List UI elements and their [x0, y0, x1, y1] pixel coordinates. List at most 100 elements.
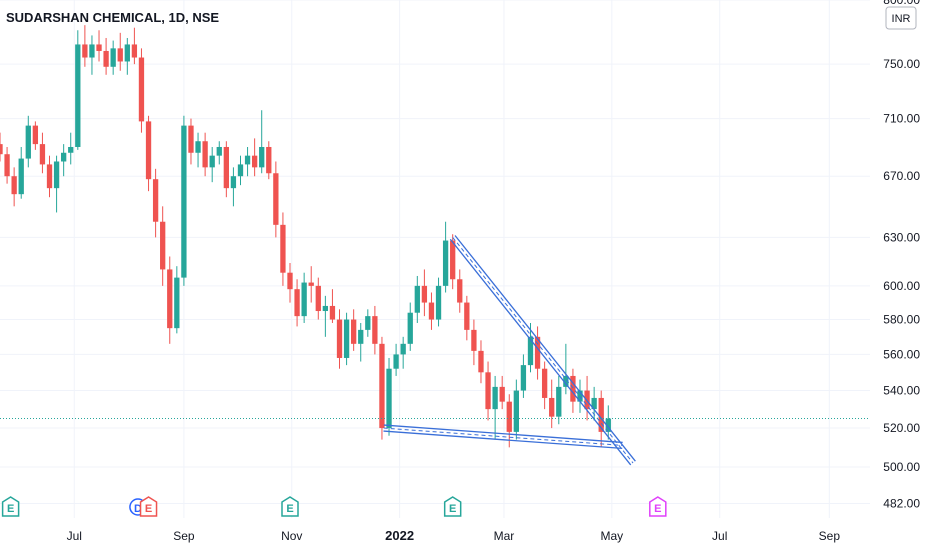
- candle-body: [400, 343, 406, 355]
- candle-body: [131, 44, 138, 58]
- candle-body: [195, 141, 201, 153]
- triangle-lower-line-midline: [383, 427, 623, 446]
- y-tick-label: 482.00: [883, 496, 920, 510]
- candle: [110, 40, 116, 75]
- candle-body: [407, 312, 413, 344]
- candle-body: [188, 125, 194, 153]
- candle: [379, 336, 385, 440]
- candle: [145, 115, 152, 192]
- candle: [591, 386, 597, 421]
- candle-body: [393, 354, 399, 369]
- candle: [556, 375, 562, 425]
- price-axis-bg: [870, 0, 932, 550]
- candle-body: [18, 158, 24, 195]
- candle: [138, 48, 145, 133]
- y-tick-label: 560.00: [883, 347, 920, 361]
- candle-body: [138, 57, 145, 122]
- event-marker-label: E: [286, 503, 293, 515]
- candle-body: [259, 146, 265, 168]
- y-tick-label: 710.00: [883, 112, 920, 126]
- candle: [11, 167, 17, 207]
- price-axis[interactable]: 482.00 500.00 520.00 540.00 560.00 580.00 600.…: [870, 0, 932, 550]
- candle-body: [421, 285, 428, 303]
- event-marker[interactable]: E: [139, 496, 158, 517]
- candle: [181, 115, 187, 286]
- candle: [407, 302, 413, 351]
- candle: [202, 132, 208, 177]
- event-marker[interactable]: E: [443, 496, 462, 517]
- candle: [450, 234, 456, 290]
- candle-body: [103, 50, 109, 67]
- candle: [25, 115, 31, 168]
- candle-body: [506, 401, 512, 432]
- candle-body: [471, 329, 477, 351]
- candle-body: [53, 161, 60, 189]
- event-marker[interactable]: E: [649, 496, 667, 517]
- candle-body: [145, 121, 152, 180]
- candle: [414, 275, 420, 323]
- candle-body: [75, 44, 81, 147]
- candle: [230, 167, 237, 207]
- candle: [96, 30, 102, 62]
- candle-body: [428, 302, 435, 320]
- candle-body: [266, 146, 272, 174]
- candle: [4, 146, 10, 184]
- y-tick-label: 670.00: [883, 169, 920, 183]
- candle: [287, 262, 293, 303]
- candle-body: [181, 125, 187, 278]
- y-tick-label: 520.00: [883, 421, 920, 435]
- candle: [541, 361, 548, 410]
- candle-body: [237, 164, 244, 177]
- candle-body: [570, 375, 576, 402]
- candle: [492, 375, 498, 440]
- candle: [308, 266, 314, 303]
- event-marker[interactable]: E: [281, 496, 299, 517]
- y-tick-label: 800.00: [883, 0, 920, 7]
- candle-body: [25, 125, 31, 159]
- candle-body: [223, 146, 229, 189]
- candle-body: [230, 176, 237, 189]
- candle: [457, 269, 463, 313]
- candle-body: [244, 155, 251, 165]
- candle-body: [96, 44, 102, 51]
- time-axis[interactable]: Jul Sep Nov 2022 Mar May Jul Sep: [0, 518, 870, 550]
- x-tick-label: Jul: [67, 529, 82, 543]
- triangle-pattern[interactable]: [383, 235, 636, 466]
- triangle-lower-line[interactable]: [383, 424, 623, 450]
- currency-badge[interactable]: INR: [885, 6, 917, 30]
- candle: [351, 309, 357, 351]
- y-tick-label: 750.00: [883, 57, 920, 71]
- triangle-upper-line-midline: [452, 237, 634, 464]
- candle-body: [82, 44, 88, 58]
- time-axis-bg: [0, 518, 870, 550]
- triangle-lower-line-edge: [383, 424, 623, 444]
- x-tick-label: Nov: [281, 529, 302, 543]
- candle-body: [46, 164, 53, 189]
- candle: [53, 155, 60, 213]
- candle: [68, 132, 74, 165]
- triangle-upper-line-edge: [454, 235, 636, 462]
- candle: [499, 375, 505, 410]
- candle: [124, 37, 130, 75]
- candle: [549, 379, 555, 429]
- candle-body: [527, 336, 534, 366]
- candle: [160, 206, 166, 286]
- candle-body: [435, 285, 442, 320]
- candle: [152, 168, 159, 238]
- triangle-upper-line[interactable]: [449, 235, 636, 466]
- candle: [605, 405, 611, 440]
- event-marker[interactable]: E: [1, 496, 20, 517]
- candle-body: [442, 240, 449, 286]
- candle-body: [315, 285, 321, 312]
- candle-body: [117, 48, 123, 62]
- x-tick-label: 2022: [385, 528, 414, 543]
- candle-body: [89, 44, 95, 58]
- candle: [372, 305, 378, 355]
- candle-body: [216, 146, 222, 156]
- candle-body: [549, 397, 555, 417]
- candle: [421, 269, 428, 317]
- candle-body: [365, 316, 371, 330]
